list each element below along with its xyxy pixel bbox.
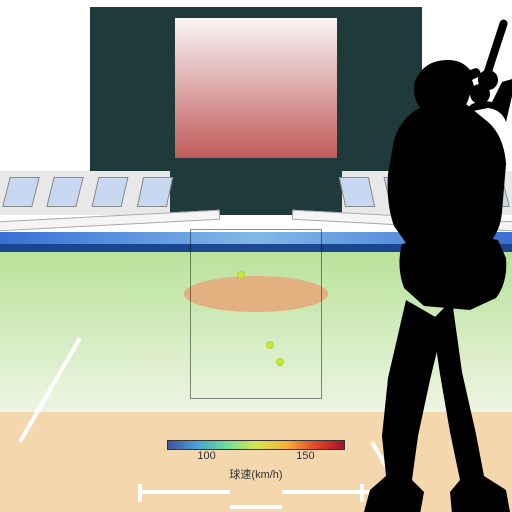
colorbar-label: 球速(km/h) (167, 466, 345, 482)
strike-zone (190, 229, 322, 399)
colorbar-tick: 100 (197, 450, 215, 462)
pitch-marker (266, 341, 274, 349)
colorbar-gradient (167, 440, 345, 450)
batter-silhouette (310, 18, 512, 512)
seat-window (137, 177, 173, 207)
pitch-marker (237, 271, 245, 279)
colorbar-ticks: 100 150 (167, 450, 345, 464)
colorbar-tick: 150 (296, 450, 314, 462)
pitch-marker (276, 358, 284, 366)
chalk-line (140, 490, 230, 494)
colorbar: 100 150 球速(km/h) (167, 440, 345, 482)
chalk-line (230, 505, 282, 509)
